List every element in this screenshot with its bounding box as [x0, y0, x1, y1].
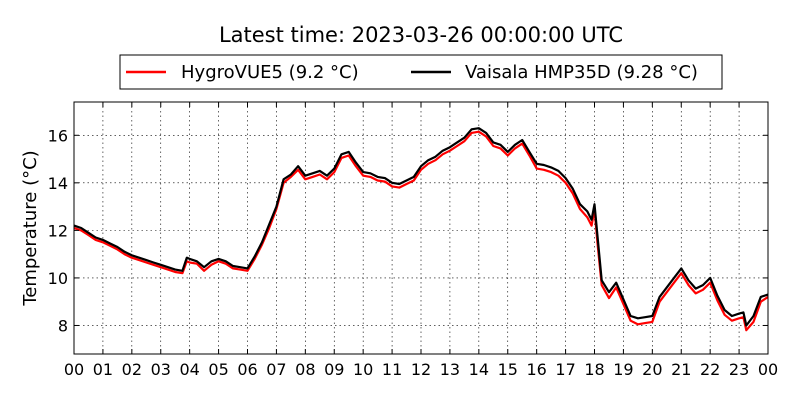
x-tick-label: 07 — [266, 360, 286, 379]
y-axis-label: Temperature (°C) — [20, 150, 41, 306]
series-layer — [73, 127, 769, 332]
x-tick-label: 18 — [584, 360, 604, 379]
grid — [74, 102, 768, 354]
legend: HygroVUE5 (9.2 °C) Vaisala HMP35D (9.28 … — [119, 54, 723, 90]
x-tick-label: 09 — [324, 360, 344, 379]
x-tick-label: 14 — [469, 360, 489, 379]
x-tick-label: 16 — [526, 360, 546, 379]
x-tick-label: 12 — [411, 360, 431, 379]
x-tick-label: 08 — [295, 360, 315, 379]
series-line-hygrovue5 — [73, 130, 769, 332]
x-axis: 00 01 02 03 04 05 06 07 08 09 10 11 12 13 14 15 16 17 18 19… — [64, 102, 778, 379]
x-tick-label: 15 — [498, 360, 518, 379]
chart-title: Latest time: 2023-03-26 00:00:00 UTC — [219, 23, 623, 47]
y-tick-label: 10 — [48, 269, 68, 288]
legend-label-vaisala: Vaisala HMP35D (9.28 °C) — [465, 62, 698, 83]
y-tick-label: 16 — [48, 126, 68, 145]
y-tick-label: 12 — [48, 221, 68, 240]
x-tick-label: 02 — [122, 360, 142, 379]
x-tick-label: 19 — [613, 360, 633, 379]
x-tick-label: 05 — [208, 360, 228, 379]
x-tick-label: 01 — [93, 360, 113, 379]
legend-label-hygrovue5: HygroVUE5 (9.2 °C) — [181, 62, 359, 83]
x-tick-label: 04 — [179, 360, 199, 379]
x-tick-label: 17 — [555, 360, 575, 379]
x-tick-label: 06 — [237, 360, 257, 379]
y-tick-label: 8 — [58, 316, 68, 335]
x-tick-label: 00 — [758, 360, 778, 379]
x-tick-label: 20 — [642, 360, 662, 379]
series-line-vaisala — [73, 127, 769, 327]
x-tick-label: 11 — [382, 360, 402, 379]
x-tick-label: 21 — [671, 360, 691, 379]
x-tick-label: 10 — [353, 360, 373, 379]
x-tick-label: 13 — [440, 360, 460, 379]
x-tick-label: 03 — [151, 360, 171, 379]
y-tick-label: 14 — [48, 174, 68, 193]
x-tick-label: 23 — [729, 360, 749, 379]
x-tick-label: 22 — [700, 360, 720, 379]
x-tick-label: 00 — [64, 360, 84, 379]
y-axis: 8 10 12 14 16 — [48, 126, 768, 335]
